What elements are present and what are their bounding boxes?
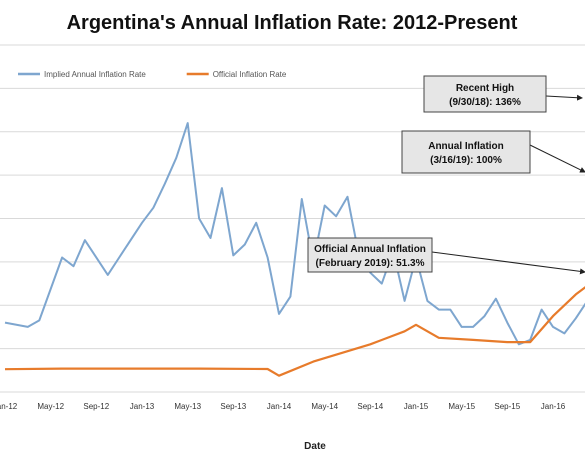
implied-inflation-line bbox=[4, 122, 585, 346]
annotation-box bbox=[401, 130, 531, 174]
x-tick-labels: Jan-12 May-12 Sep-12 Jan-13 May-13 Sep-13 Jan-… bbox=[0, 402, 566, 411]
annotation-arrow bbox=[545, 94, 583, 101]
legend-label: Implied Annual Inflation Rate bbox=[44, 70, 146, 79]
annotation-text: Official Annual Inflation bbox=[314, 244, 426, 255]
annotation-text: Recent High bbox=[456, 83, 514, 94]
x-tick-label: May-15 bbox=[448, 402, 475, 411]
x-tick-label: Jan-12 bbox=[0, 402, 18, 411]
x-tick-label: May-14 bbox=[311, 402, 338, 411]
series-layer bbox=[4, 122, 585, 377]
annotation-text: (9/30/18): 136% bbox=[449, 97, 521, 108]
annotations: Recent High (9/30/18): 136% Annual Inflati… bbox=[307, 75, 585, 275]
annotation-text: (3/16/19): 100% bbox=[430, 155, 502, 166]
x-tick-label: May-13 bbox=[174, 402, 201, 411]
annotation-box bbox=[423, 75, 547, 113]
annotation-arrow bbox=[529, 144, 585, 173]
x-axis-label: Date bbox=[304, 441, 326, 451]
x-tick-label: Jan-16 bbox=[541, 402, 566, 411]
x-tick-label: May-12 bbox=[37, 402, 64, 411]
official-inflation-line bbox=[4, 286, 585, 377]
legend-label: Official Inflation Rate bbox=[213, 70, 287, 79]
x-tick-label: Sep-12 bbox=[83, 402, 109, 411]
annotation-arrow bbox=[431, 251, 585, 275]
x-tick-label: Jan-13 bbox=[130, 402, 155, 411]
x-tick-label: Sep-13 bbox=[220, 402, 246, 411]
x-tick-label: Sep-14 bbox=[357, 402, 383, 411]
legend: Implied Annual Inflation Rate Official In… bbox=[18, 70, 287, 79]
annotation-text: Annual Inflation bbox=[428, 141, 504, 152]
x-tick-label: Sep-15 bbox=[494, 402, 520, 411]
annotation-text: (February 2019): 51.3% bbox=[316, 258, 425, 269]
annotation-box bbox=[307, 237, 433, 273]
x-tick-label: Jan-14 bbox=[267, 402, 292, 411]
gridlines bbox=[0, 44, 585, 393]
chart-title: Argentina's Annual Inflation Rate: 2012-… bbox=[67, 12, 518, 34]
x-tick-label: Jan-15 bbox=[404, 402, 429, 411]
